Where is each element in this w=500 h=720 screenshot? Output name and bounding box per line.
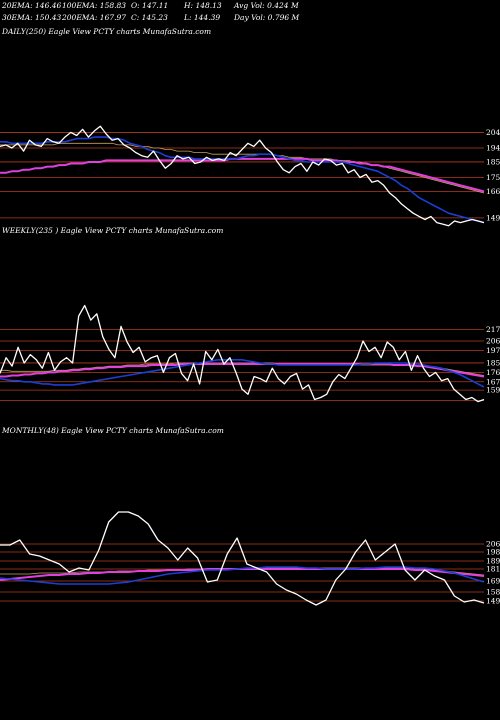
weekly-tick-label: 176 [486, 368, 500, 377]
monthly-tick-label: 206 [486, 540, 500, 549]
weekly-ema-slow-line [0, 363, 485, 378]
daily-ema-mid-line [0, 142, 485, 194]
header-close: C: 145.23 [131, 13, 168, 22]
header-avg-vol: Avg Vol: 0.424 M [234, 1, 299, 10]
monthly-tick-label: 181 [486, 565, 500, 574]
weekly-ema-fast-line [0, 359, 485, 388]
daily-ema-slow-line [0, 157, 485, 193]
daily-tick-label: 149 [486, 213, 500, 222]
daily-chart: 204 194 185 175 166 149 [0, 125, 500, 227]
monthly-chart-label: MONTHLY(48) Eagle View PCTY charts Munaf… [2, 426, 224, 435]
header-low: L: 144.39 [184, 13, 221, 22]
header-day-vol: Day Vol: 0.796 M [234, 13, 300, 22]
daily-tick-label: 194 [486, 143, 500, 152]
monthly-tick-label: 198 [486, 548, 500, 557]
weekly-chart-label: WEEKLY(235 ) Eagle View PCTY charts Muna… [2, 226, 224, 235]
daily-ema-fast-line [0, 136, 485, 224]
daily-price-line [0, 125, 485, 227]
monthly-tick-label: 149 [486, 597, 500, 606]
daily-tick-label: 204 [486, 128, 500, 137]
weekly-tick-label: 185 [486, 358, 500, 367]
header-open: O: 147.11 [131, 1, 169, 10]
monthly-tick-label: 189 [486, 557, 500, 566]
weekly-price-line [0, 304, 485, 403]
header-high: H: 148.13 [184, 1, 222, 10]
monthly-tick-label: 158 [486, 588, 500, 597]
monthly-tick-label: 169 [486, 577, 500, 586]
header-ema30: 30EMA: 150.43 [2, 13, 62, 22]
header-ema100: 100EMA: 158.83 [62, 1, 127, 10]
daily-tick-label: 185 [486, 157, 500, 166]
weekly-tick-label: 206 [486, 337, 500, 346]
weekly-tick-label: 167 [486, 377, 500, 386]
daily-chart-label: DAILY(250) Eagle View PCTY charts Munafa… [2, 27, 212, 36]
header-ema20: 20EMA: 146.46 [2, 1, 62, 10]
monthly-price-line [0, 511, 485, 606]
daily-tick-label: 175 [486, 173, 500, 182]
daily-tick-label: 166 [486, 187, 500, 196]
weekly-tick-label: 197 [486, 346, 500, 355]
header-ema200: 200EMA: 167.97 [62, 13, 127, 22]
weekly-tick-label: 217 [486, 325, 500, 334]
weekly-tick-label: 159 [486, 386, 500, 395]
